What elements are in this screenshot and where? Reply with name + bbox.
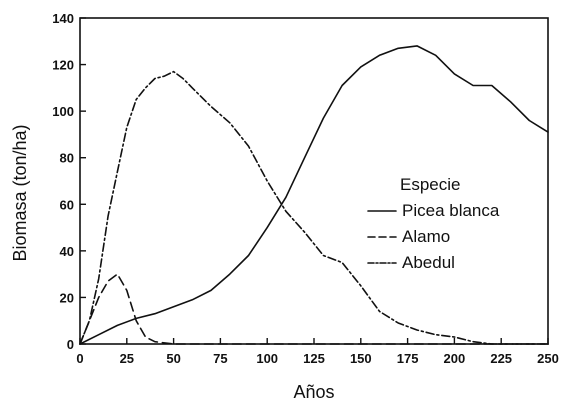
series-line-abedul <box>79 70 549 345</box>
legend-label: Alamo <box>402 227 450 246</box>
x-tick-label: 200 <box>444 351 466 366</box>
legend-label: Picea blanca <box>402 201 500 220</box>
x-tick-label: 100 <box>256 351 278 366</box>
x-tick-label: 250 <box>537 351 559 366</box>
y-tick-label: 40 <box>60 244 74 259</box>
plot-frame <box>79 17 549 345</box>
series-lines <box>79 45 549 345</box>
x-tick-label: 25 <box>120 351 134 366</box>
x-tick-label: 75 <box>213 351 227 366</box>
legend: Especie Picea blanca Alamo Abedul <box>367 175 500 272</box>
y-tick-label: 0 <box>67 337 74 352</box>
y-tick-label: 120 <box>52 58 74 73</box>
axes: 0 25 50 75 100 125 150 175 200 225 250 0 20 40 60 80 100… <box>52 11 559 366</box>
x-tick-label: 150 <box>350 351 372 366</box>
legend-label: Abedul <box>402 253 455 272</box>
y-tick-label: 100 <box>52 104 74 119</box>
x-tick-label: 125 <box>303 351 325 366</box>
x-axis-title: Años <box>293 382 334 402</box>
y-axis-title: Biomasa (ton/ha) <box>10 124 30 261</box>
x-tick-label: 50 <box>166 351 180 366</box>
x-tick-label: 225 <box>490 351 512 366</box>
y-tick-label: 140 <box>52 11 74 26</box>
y-tick-label: 80 <box>60 151 74 166</box>
series-line-alamo <box>79 273 549 345</box>
y-tick-label: 60 <box>60 197 74 212</box>
legend-title: Especie <box>400 175 460 194</box>
series-line-picea-blanca <box>79 45 549 345</box>
x-tick-label: 175 <box>397 351 419 366</box>
x-tick-label: 0 <box>76 351 83 366</box>
y-tick-label: 20 <box>60 290 74 305</box>
